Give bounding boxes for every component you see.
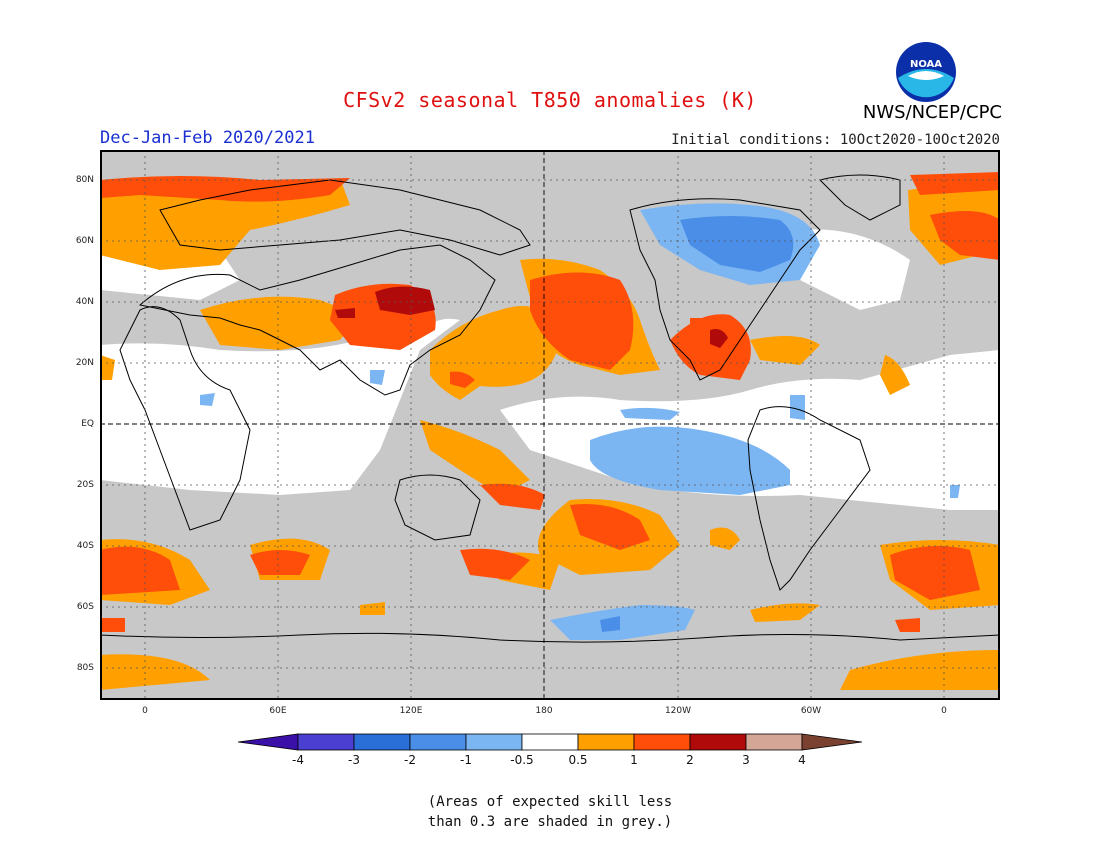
skill-note-line-2: than 0.3 are shaded in grey.)	[427, 814, 673, 830]
coastlines	[100, 174, 1000, 643]
colorbar-swatch	[409, 733, 467, 751]
colorbar-swatch	[689, 733, 747, 751]
map-frame	[100, 150, 1000, 700]
colorbar-arrow-low	[238, 733, 299, 751]
color-scale-bar	[238, 733, 862, 751]
skill-note: (Areas of expected skill less than 0.3 a…	[0, 792, 1100, 832]
colorbar-label: -3	[348, 753, 360, 767]
colorbar-swatch	[297, 733, 355, 751]
strong-cool-anomaly-areas	[600, 216, 794, 632]
lat-label: 80N	[75, 175, 94, 185]
lat-label: 80S	[76, 663, 94, 673]
colorbar-swatch	[521, 733, 579, 751]
initial-conditions-label: Initial conditions: 10Oct2020-10Oct2020	[671, 132, 1000, 148]
colorbar-label: 4	[798, 753, 806, 767]
colorbar-label: 0.5	[568, 753, 588, 767]
lat-label: 40N	[75, 297, 94, 307]
map-title: CFSv2 seasonal T850 anomalies (K)	[343, 88, 757, 112]
lon-label: 120W	[664, 706, 692, 716]
lat-label: 60S	[76, 602, 94, 612]
colorbar-swatch	[465, 733, 523, 751]
lat-label: 40S	[76, 541, 94, 551]
colorbar-label: 1	[630, 753, 638, 767]
colorbar-label: -2	[404, 753, 416, 767]
colorbar-label: 2	[686, 753, 694, 767]
colorbar-swatch	[577, 733, 635, 751]
colorbar-arrow-high	[801, 733, 862, 751]
strong-warm-anomaly-areas	[100, 172, 1000, 632]
graticule	[100, 150, 1000, 700]
lon-label: 120E	[399, 706, 423, 716]
lon-label: 60W	[800, 706, 822, 716]
colorbar-label: 3	[742, 753, 750, 767]
colorbar-label: -4	[292, 753, 304, 767]
colorbar-swatch	[353, 733, 411, 751]
noaa-logo: NOAA	[896, 42, 956, 102]
logo-text: NOAA	[910, 59, 942, 70]
skill-note-line-1: (Areas of expected skill less	[427, 794, 673, 810]
equator-dateline	[100, 150, 1000, 700]
anomaly-map	[100, 150, 1000, 700]
season-label: Dec-Jan-Feb 2020/2021	[100, 128, 315, 148]
colorbar-swatch	[633, 733, 691, 751]
lon-label: 60E	[269, 706, 287, 716]
lat-label: EQ	[81, 419, 94, 429]
lon-label: 180	[535, 706, 553, 716]
lon-label: 0	[142, 706, 148, 716]
colorbar-swatch	[745, 733, 803, 751]
lat-label: 20S	[76, 480, 94, 490]
colorbar-label: -1	[460, 753, 472, 767]
lat-label: 60N	[75, 236, 94, 246]
lon-label: 0	[941, 706, 947, 716]
colorbar-label: -0.5	[510, 753, 534, 767]
very-strong-warm-anomaly-areas	[335, 286, 728, 348]
lat-label: 20N	[75, 358, 94, 368]
agency-label: NWS/NCEP/CPC	[862, 102, 1002, 123]
